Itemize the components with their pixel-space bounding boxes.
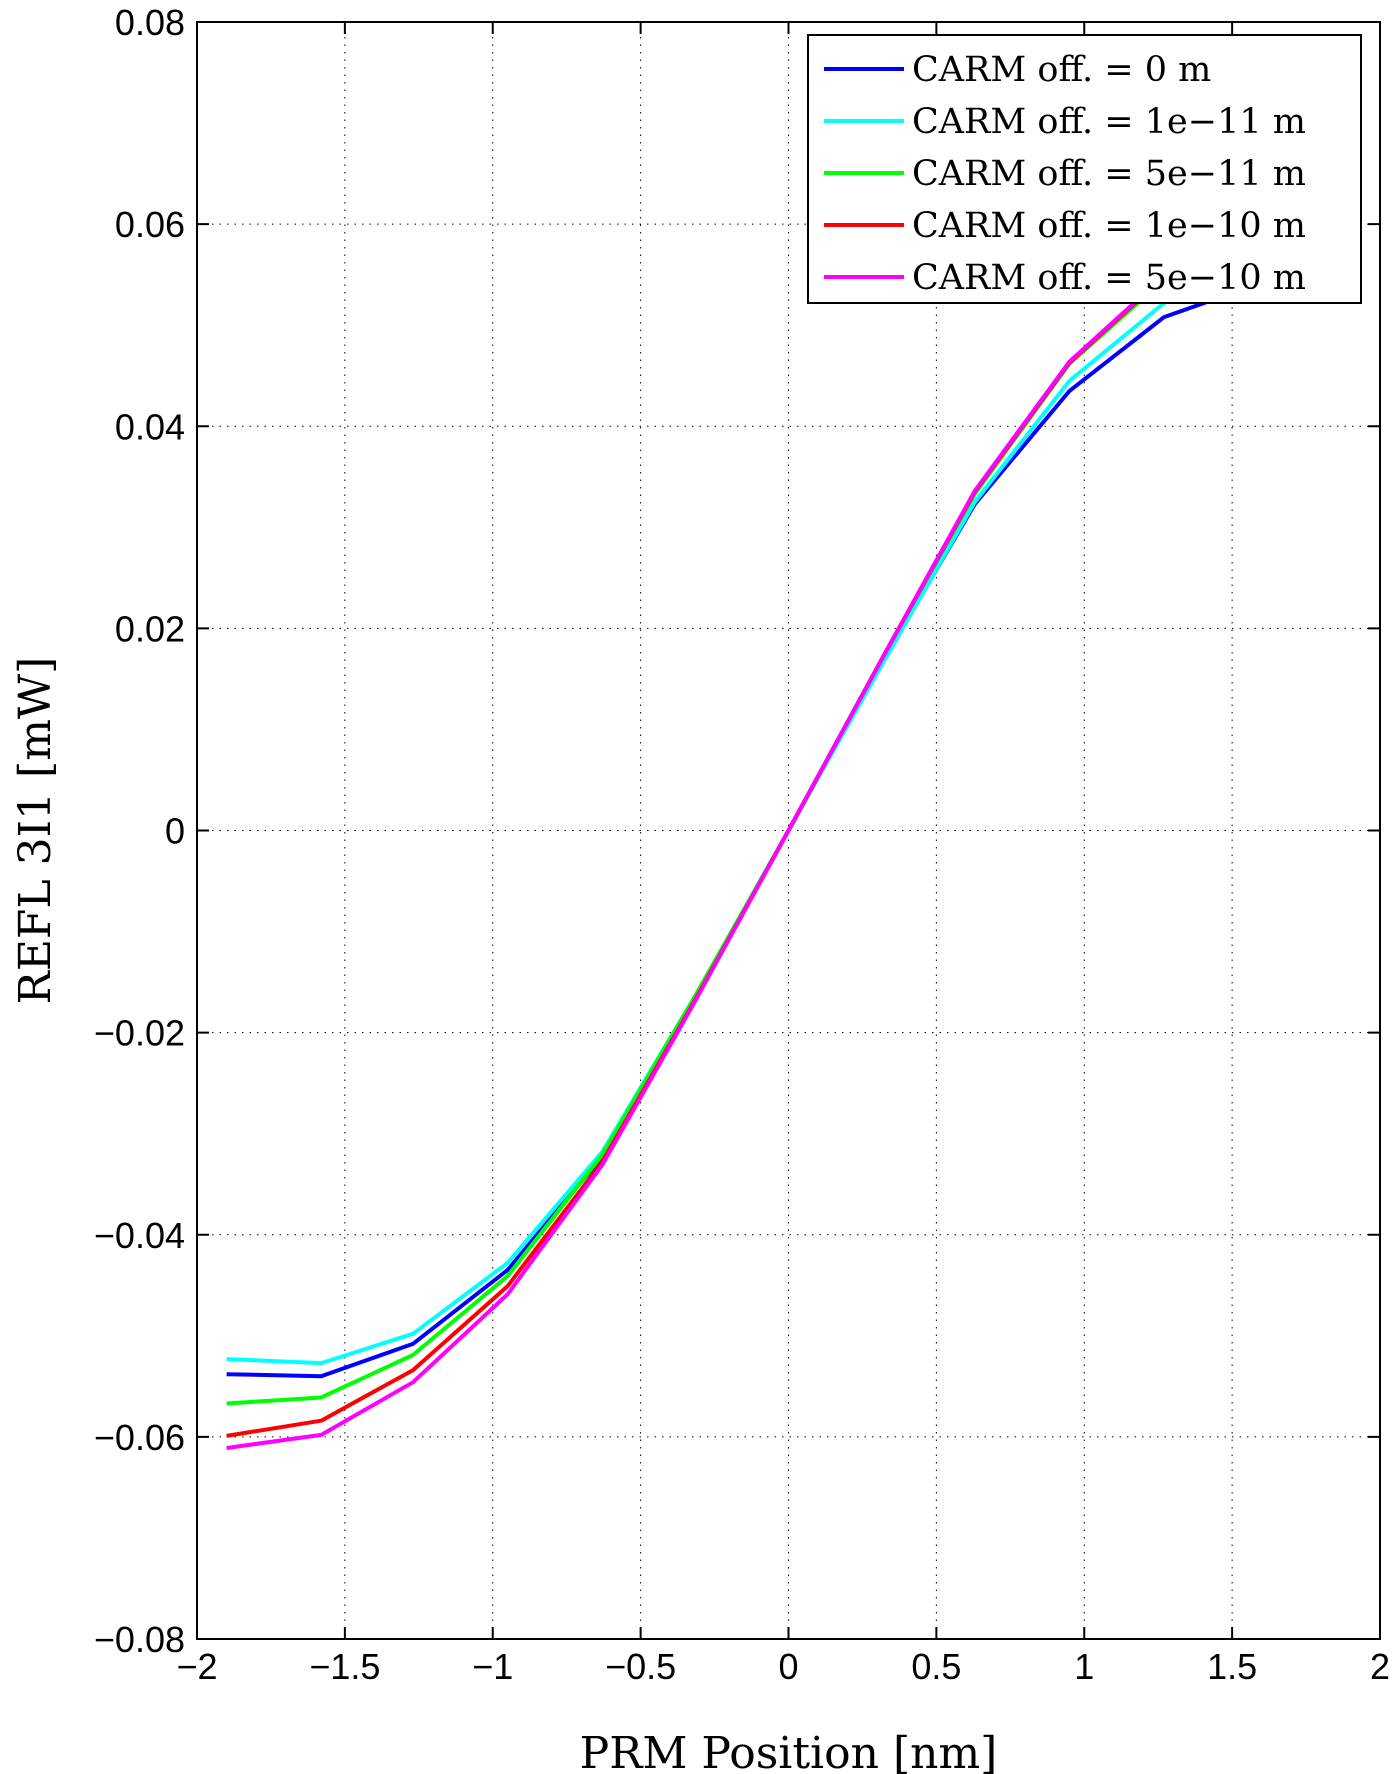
y-tick-label: −0.06 [94,1417,185,1458]
legend-label: CARM off. = 1e−10 m [912,206,1306,246]
legend-box [807,34,1362,304]
y-tick-label: 0.06 [115,204,185,245]
x-tick-label: 2 [1370,1646,1390,1687]
x-tick-label: 1.5 [1207,1646,1257,1687]
x-tick-label: −2 [176,1646,217,1687]
legend-label: CARM off. = 1e−11 m [912,102,1306,142]
y-tick-label: 0.04 [115,406,185,447]
y-tick-label: −0.04 [94,1215,185,1256]
y-tick-label: 0 [165,811,185,852]
y-tick-label: 0.02 [115,608,185,649]
legend-label: CARM off. = 5e−10 m [912,258,1306,298]
y-tick-label: −0.02 [94,1013,185,1054]
y-tick-label: 0.08 [115,2,185,43]
x-tick-label: 0 [778,1646,798,1687]
legend-label: CARM off. = 5e−11 m [912,154,1306,194]
x-tick-label: −1 [472,1646,513,1687]
legend: CARM off. = 0 m CARM off. = 1e−11 m CARM o… [807,34,1362,304]
ticks: −2 −1.5 −1 −0.5 0 0.5 1 1.5 2 −0.08 −0.06 −0.04 −0.0… [94,2,1390,1687]
x-tick-label: 0.5 [911,1646,961,1687]
y-tick-label: −0.08 [94,1619,185,1660]
x-tick-label: 1 [1074,1646,1094,1687]
x-tick-label: −0.5 [605,1646,676,1687]
y-axis-label: REFL 3I1 [mW] [10,657,61,1005]
x-axis-label: PRM Position [nm] [580,1728,998,1774]
legend-label: CARM off. = 0 m [912,50,1211,90]
x-tick-label: −1.5 [309,1646,380,1687]
